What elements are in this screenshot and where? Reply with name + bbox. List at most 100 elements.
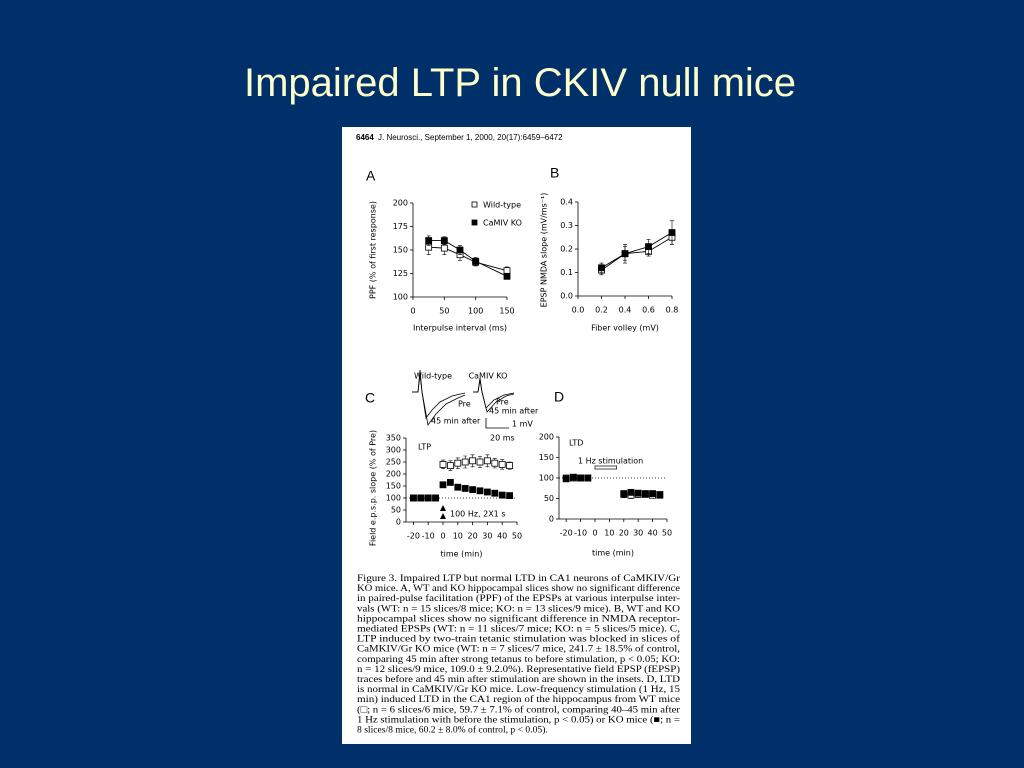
y-tick-label: 0 — [549, 515, 554, 524]
y-tick-label: 150 — [539, 453, 554, 462]
data-point — [469, 486, 477, 494]
y-tick-label: 150 — [393, 246, 408, 255]
x-axis-label: time (min) — [441, 550, 483, 559]
annotation: 100 Hz, 2X1 s — [450, 510, 505, 519]
inset-label: 20 ms — [490, 434, 515, 443]
scale-bar — [485, 418, 509, 429]
data-point — [456, 246, 464, 254]
page-number: 6464 — [356, 133, 374, 142]
caption-line: in paired-pulse facilitation (PPF) of th… — [357, 593, 680, 604]
data-point — [417, 494, 425, 502]
panel-letter: A — [366, 168, 376, 184]
data-point — [645, 243, 652, 251]
data-point — [454, 483, 462, 491]
inset-label: Pre — [458, 400, 471, 409]
y-tick-label: 175 — [393, 222, 408, 231]
data-point — [598, 264, 605, 272]
y-tick-label: 50 — [391, 506, 401, 515]
data-point — [656, 491, 664, 499]
x-tick-label: -10 — [422, 532, 435, 541]
y-tick-label: 125 — [393, 269, 408, 278]
y-tick-label: 100 — [393, 293, 408, 302]
data-point — [432, 494, 440, 502]
y-axis-label: Field e.p.s.p. slope (% of Pre) — [369, 430, 378, 546]
caption-line: 1 Hz stimulation with before the stimula… — [357, 714, 680, 725]
x-tick-label: 0.2 — [595, 306, 608, 315]
x-tick-label: 20 — [468, 532, 478, 541]
x-tick-label: 30 — [633, 529, 643, 538]
caption-line: comparing 45 min after strong tetanus to… — [357, 654, 680, 665]
x-tick-label: 50 — [662, 529, 672, 538]
inset-label: Pre — [496, 398, 509, 407]
y-tick-label: 350 — [386, 434, 401, 443]
data-point — [476, 458, 484, 466]
legend-label: CaMIV KO — [483, 219, 522, 228]
panel-letter: D — [554, 389, 564, 405]
caption-line: traces before and 45 min after stimulati… — [357, 674, 680, 685]
data-point — [584, 474, 592, 482]
data-point — [506, 462, 514, 470]
x-tick-label: 0.4 — [619, 306, 632, 315]
x-tick-label: 0.8 — [666, 306, 679, 315]
inset-label: 45 min after — [431, 417, 481, 426]
x-axis-label: time (min) — [592, 549, 634, 558]
x-tick-label: 10 — [453, 532, 463, 541]
y-axis-label: PPF (% of first response) — [369, 201, 378, 299]
data-point — [461, 458, 469, 466]
panel-letter: B — [550, 165, 559, 181]
ephys-traces — [412, 369, 515, 429]
x-axis-label: Fiber volley (mV) — [591, 324, 659, 333]
panel-letter: C — [365, 390, 375, 406]
legend-marker — [471, 201, 478, 208]
data-point — [483, 457, 491, 465]
x-tick-label: -10 — [574, 529, 587, 538]
trace — [473, 377, 515, 413]
data-point — [476, 487, 484, 495]
y-axis-label: EPSP NMDA slope (mV/ms⁻¹) — [540, 193, 549, 308]
caption-line: n = 12 slices/9 mice, 109.0 ± 9.2.0%). R… — [357, 664, 680, 675]
y-tick-label: 0.2 — [560, 245, 573, 254]
data-point — [506, 492, 514, 500]
caption-line: (□; n = 6 slices/6 mice, 59.7 ± 7.1% of … — [357, 704, 681, 715]
caption-line: hippocampal slices show no significant d… — [357, 613, 680, 624]
data-point — [649, 490, 656, 497]
y-tick-label: 100 — [386, 494, 401, 503]
y-tick-label: 100 — [539, 474, 554, 483]
data-point — [461, 484, 469, 492]
data-point — [439, 481, 447, 489]
x-tick-label: 50 — [439, 307, 449, 316]
inset-label: 1 mV — [512, 420, 533, 429]
stim-bar — [594, 465, 617, 470]
data-point — [577, 474, 584, 482]
data-point — [634, 489, 642, 497]
x-tick-label: 0 — [410, 307, 415, 316]
series-line — [601, 236, 673, 271]
y-tick-label: 0.1 — [560, 268, 573, 277]
x-tick-label: 30 — [482, 532, 492, 541]
x-tick-label: 20 — [619, 529, 629, 538]
data-point — [440, 244, 448, 252]
y-tick-label: 300 — [386, 446, 401, 455]
data-point — [439, 460, 447, 468]
inset-label: CaMIV KO — [469, 372, 508, 381]
y-tick-label: 200 — [393, 199, 408, 208]
legend-label: Wild-type — [483, 201, 521, 210]
y-tick-label: 50 — [544, 494, 554, 503]
annotation: 1 Hz stimulation — [578, 457, 643, 466]
data-point — [570, 473, 577, 481]
stim-arrow — [440, 505, 446, 519]
data-point — [446, 478, 454, 486]
y-tick-label: 0.3 — [560, 221, 573, 230]
data-point — [446, 462, 454, 470]
x-tick-label: 150 — [499, 307, 514, 316]
y-tick-label: 0.0 — [560, 292, 573, 301]
data-point — [642, 490, 649, 498]
data-point — [409, 494, 417, 502]
x-tick-label: 50 — [512, 532, 522, 541]
x-tick-label: 40 — [648, 529, 658, 538]
x-tick-label: 40 — [497, 532, 507, 541]
figure-page — [342, 127, 691, 744]
data-point — [627, 488, 635, 496]
y-tick-label: 200 — [386, 470, 401, 479]
caption-line: 8 slices/8 mice, 60.2 ± 8.0% of control,… — [357, 725, 548, 736]
